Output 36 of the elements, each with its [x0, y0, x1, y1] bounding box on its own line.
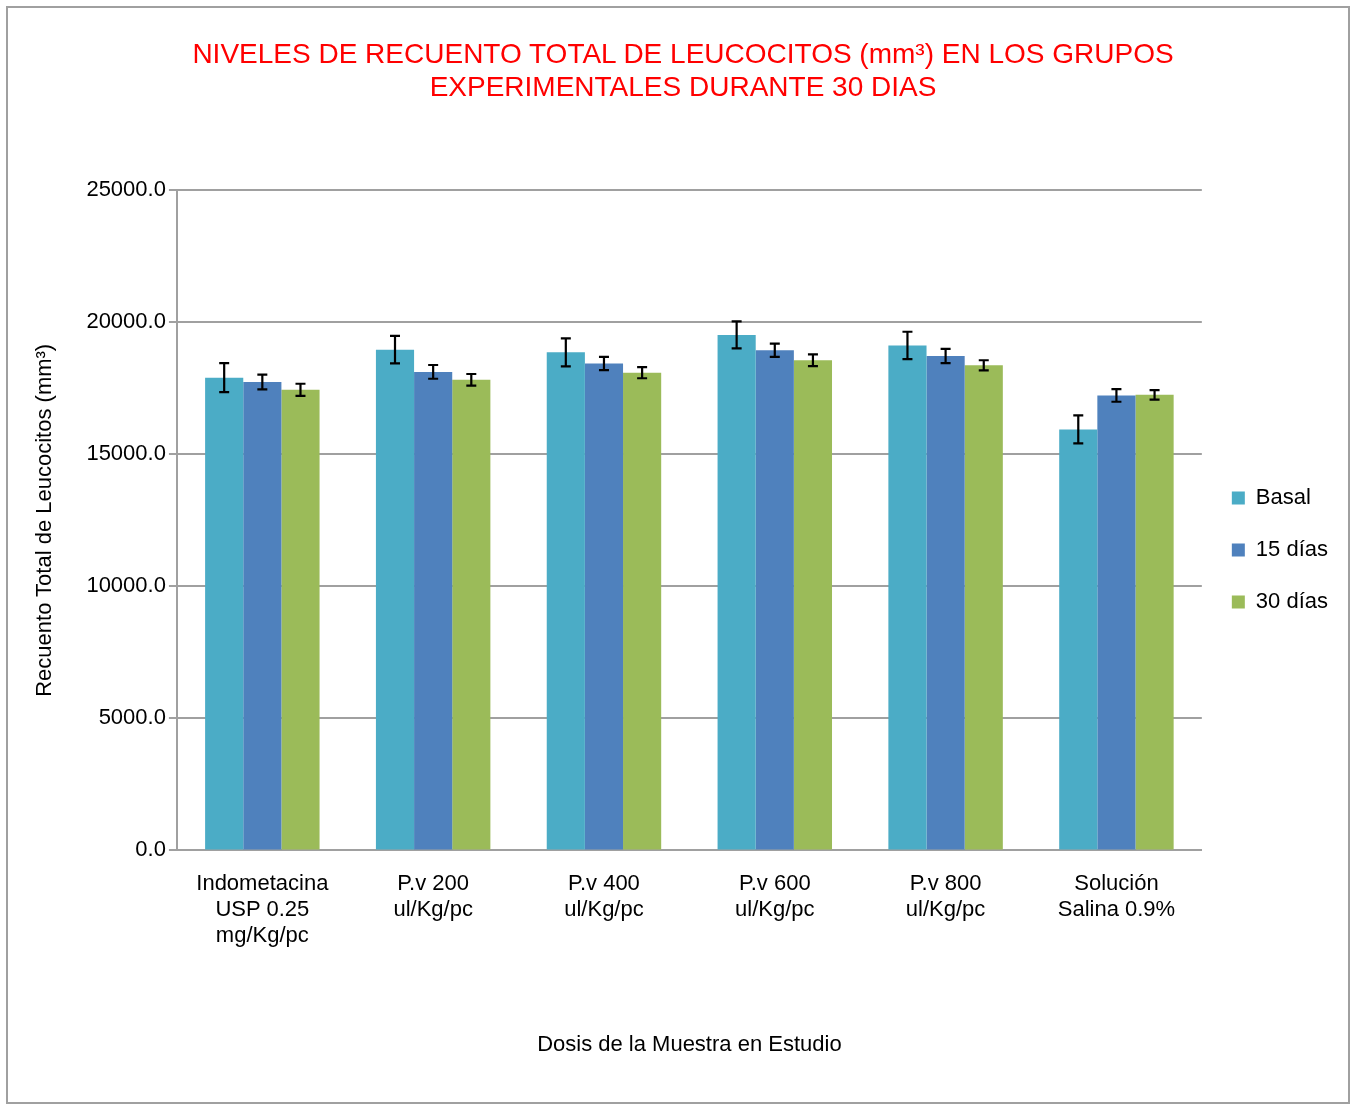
- x-tick-label: P.v 800 ul/Kg/pc: [905, 869, 986, 922]
- bar: [452, 379, 491, 850]
- bar: [243, 381, 282, 850]
- x-tick-label: Indometacina USP 0.25 mg/Kg/pc: [196, 869, 330, 948]
- legend-label: 30 días: [1255, 588, 1329, 614]
- bar: [926, 356, 965, 850]
- y-tick-label: 25000.0: [86, 176, 166, 202]
- y-tick-label: 20000.0: [86, 308, 166, 334]
- bar: [205, 377, 244, 850]
- bar: [1135, 394, 1174, 850]
- bar: [584, 363, 624, 850]
- bar: [964, 365, 1003, 850]
- legend-label: Basal: [1255, 484, 1311, 510]
- x-axis-title: Dosis de la Muestra en Estudio: [537, 1030, 842, 1056]
- y-tick-label: 0.0: [135, 836, 166, 862]
- bar: [546, 352, 585, 850]
- bar: [1097, 395, 1136, 850]
- y-tick-label: 5000.0: [98, 704, 166, 730]
- bar: [414, 371, 453, 850]
- bar: [755, 350, 794, 850]
- chart-title: NIVELES DE RECUENTO TOTAL DE LEUCOCITOS (mm³) EN LOS GRUPOS EXPERIMENTALES DURANTE 30 DIAS: [192, 37, 1174, 103]
- y-tick-label: 10000.0: [86, 572, 166, 598]
- bar: [281, 389, 320, 850]
- y-tick-label: 15000.0: [86, 440, 166, 466]
- y-axis-title: Recuento Total de Leucocitos (mm³): [31, 343, 57, 697]
- bar: [375, 349, 415, 850]
- bar: [888, 345, 927, 850]
- bar: [623, 372, 662, 850]
- bar: [1059, 429, 1098, 850]
- x-tick-label: P.v 200 ul/Kg/pc: [393, 869, 473, 922]
- legend-label: 15 días: [1255, 536, 1329, 562]
- bar: [717, 334, 756, 850]
- bar: [793, 360, 833, 850]
- x-tick-label: P.v 400 ul/Kg/pc: [564, 869, 644, 922]
- x-tick-label: Solución Salina 0.9%: [1057, 869, 1176, 922]
- x-tick-label: P.v 600 ul/Kg/pc: [735, 869, 815, 922]
